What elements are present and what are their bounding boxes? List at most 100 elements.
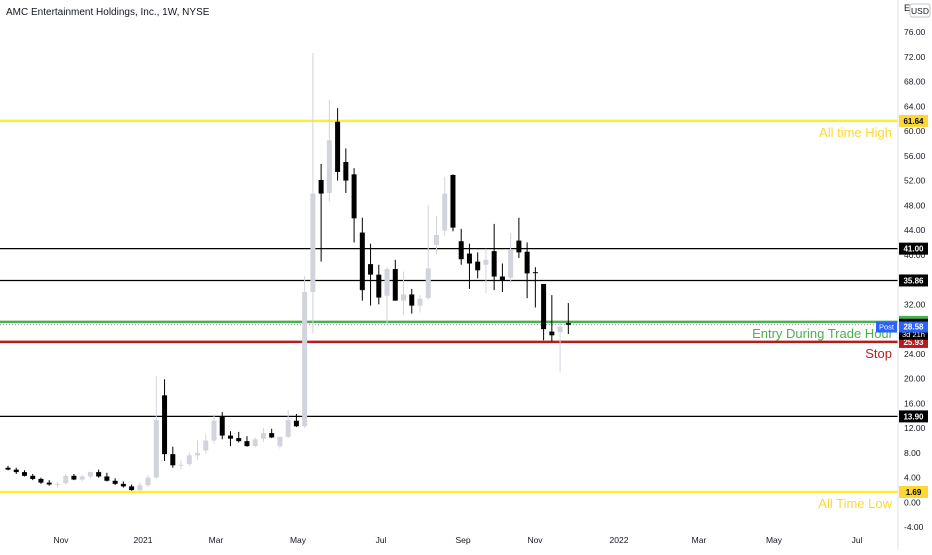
candle-down <box>162 395 168 455</box>
currency-label: USD <box>911 6 929 16</box>
chart-header: AMC Entertainment Holdings, Inc., 1W, NY… <box>6 3 931 18</box>
candle-up <box>417 298 423 306</box>
candle-down <box>466 253 472 264</box>
x-tick-label: Nov <box>53 535 69 545</box>
candle-down <box>120 483 126 487</box>
price-labels-layer: 61.6441.0035.8629.1725.9313.901.6928.703… <box>876 114 928 498</box>
price-label-bg <box>899 485 928 498</box>
candle-up <box>63 475 69 484</box>
candle-up <box>483 259 489 265</box>
candle-down <box>219 416 225 436</box>
price-label: 61.64 <box>903 117 924 126</box>
candle-down <box>38 478 44 483</box>
y-tick-label: 12.00 <box>904 423 926 433</box>
post-label-bg <box>876 321 897 333</box>
y-tick-label: 68.00 <box>904 77 926 87</box>
candle-down <box>269 433 275 438</box>
candle-down <box>318 179 324 194</box>
candle-down <box>549 331 555 336</box>
candle-down <box>351 174 357 219</box>
x-tick-label: 2021 <box>134 535 153 545</box>
x-tick-label: May <box>766 535 783 545</box>
candle-up <box>384 269 390 296</box>
candle-up <box>326 140 332 193</box>
candle-up <box>203 440 209 451</box>
candle-up <box>277 436 283 447</box>
price-label: 13.90 <box>903 412 924 421</box>
y-tick-label: 60.00 <box>904 126 926 136</box>
entry-text: Entry During Trade Hour <box>752 326 894 341</box>
y-tick-label: 32.00 <box>904 299 926 309</box>
candle-up <box>211 420 217 441</box>
post-label: Post <box>879 323 895 332</box>
y-tick-label: 76.00 <box>904 27 926 37</box>
candle-down <box>491 251 497 277</box>
candle-up <box>195 452 201 456</box>
y-tick-label: 8.00 <box>904 448 921 458</box>
candle-down <box>524 251 530 274</box>
candle-down <box>170 454 176 466</box>
candle-up <box>260 433 266 439</box>
candle-down <box>227 435 233 439</box>
price-lines-layer: All time High Stop All Time Low Entry Durin… <box>0 119 898 511</box>
x-tick-label: May <box>290 535 307 545</box>
price-label-bg <box>899 242 928 255</box>
candle-down <box>409 294 415 306</box>
candle-up <box>54 483 60 485</box>
x-tick-label: Sep <box>455 535 470 545</box>
price-label-bg <box>899 274 928 287</box>
candle-down <box>516 240 522 253</box>
currency-badge[interactable] <box>909 3 931 18</box>
candle-up <box>186 455 192 465</box>
candle-down <box>499 276 505 281</box>
y-tick-label: 16.00 <box>904 398 926 408</box>
candle-down <box>13 469 19 473</box>
price-line-text: All time High <box>819 125 892 140</box>
candle-down <box>565 322 571 325</box>
candle-up <box>285 420 291 437</box>
price-label: 25.93 <box>903 338 924 347</box>
candle-up <box>401 294 407 301</box>
candle-up <box>252 439 258 447</box>
price-line-text: All Time Low <box>818 496 892 511</box>
candle-down <box>335 121 341 172</box>
candle-down <box>129 486 135 491</box>
time-axis: Nov 2021 Mar May Jul Sep Nov 2022 Mar May Jul <box>53 535 862 545</box>
x-tick-label: 2022 <box>610 535 629 545</box>
countdown-label: 3d 21h <box>902 330 925 339</box>
y-tick-label: 44.00 <box>904 225 926 235</box>
y-tick-label: 48.00 <box>904 200 926 210</box>
post-price-label-bg <box>899 321 928 333</box>
candle-down <box>532 272 538 274</box>
y-tick-label: 64.00 <box>904 101 926 111</box>
candle-up <box>178 464 184 466</box>
candle-down <box>104 476 110 481</box>
candles-layer <box>5 53 571 491</box>
candle-up <box>508 249 514 278</box>
candle-down <box>244 441 250 447</box>
candle-down <box>96 472 102 477</box>
y-tick-label: -4.00 <box>904 522 924 532</box>
y-tick-label: 20.00 <box>904 374 926 384</box>
candle-down <box>541 283 547 330</box>
y-tick-label: 72.00 <box>904 52 926 62</box>
candle-up <box>442 193 448 231</box>
y-tick-label: 4.00 <box>904 473 921 483</box>
x-tick-label: Jul <box>852 535 863 545</box>
candle-down <box>475 261 481 271</box>
y-tick-label: 0.00 <box>904 497 921 507</box>
y-tick-label: 52.00 <box>904 176 926 186</box>
price-label: 1.69 <box>906 488 922 497</box>
y-tick-label: 40.00 <box>904 250 926 260</box>
candle-down <box>368 264 374 275</box>
price-label-bg <box>899 410 928 423</box>
candle-up <box>433 235 439 245</box>
x-tick-label: Jul <box>376 535 387 545</box>
candle-up <box>302 291 308 427</box>
candle-down <box>458 241 464 260</box>
candle-up <box>153 420 159 478</box>
candle-up <box>79 476 85 480</box>
candle-up <box>425 268 431 299</box>
